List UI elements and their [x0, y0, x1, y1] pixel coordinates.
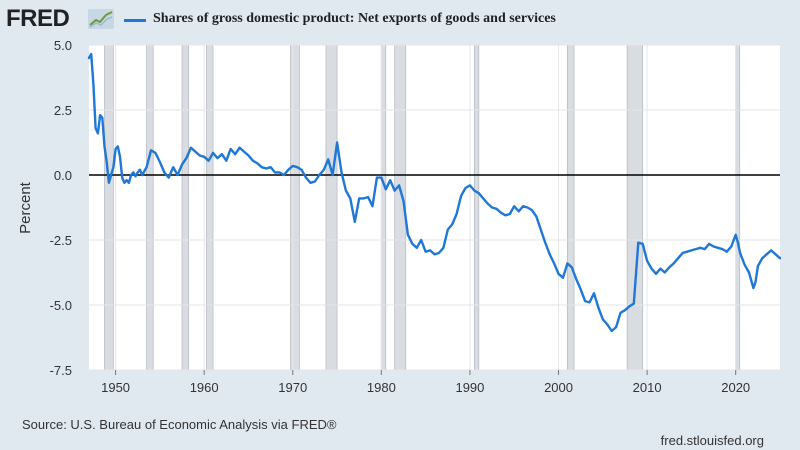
source-note: Source: U.S. Bureau of Economic Analysis… [22, 417, 337, 432]
y-tick-label: -7.5 [50, 363, 72, 378]
recession-band [626, 44, 644, 371]
recession-band [325, 44, 338, 371]
x-tick-label: 2010 [633, 380, 662, 395]
y-tick-label: -2.5 [50, 233, 72, 248]
recession-band [473, 44, 480, 371]
series-line[interactable] [87, 52, 782, 333]
recession-band [380, 44, 387, 371]
x-tick-label: 1950 [101, 380, 130, 395]
y-axis-label: Percent [17, 181, 34, 234]
chart-header: FRED Shares of gross domestic product: N… [0, 0, 800, 40]
trend-line-icon [88, 9, 114, 29]
legend-swatch [124, 19, 146, 22]
line-chart[interactable]: 5.02.50.0-2.5-5.0-7.5 1950 1960 1970 1980 19… [0, 0, 800, 410]
plot-area [89, 45, 780, 370]
fred-logo[interactable]: FRED [6, 5, 70, 32]
x-tick-label: 2000 [544, 380, 573, 395]
legend-label[interactable]: Shares of gross domestic product: Net ex… [153, 11, 556, 26]
series-layer [87, 52, 782, 333]
recession-band [290, 44, 300, 371]
recession-band [104, 44, 114, 371]
site-url[interactable]: fred.stlouisfed.org [660, 433, 764, 448]
x-tick-label: 2020 [721, 380, 750, 395]
y-tick-label: 0.0 [54, 168, 72, 183]
recession-band [566, 44, 575, 371]
recession-band [735, 44, 741, 371]
x-tick-label: 1990 [455, 380, 484, 395]
y-tick-label: 2.5 [54, 103, 72, 118]
y-tick-label: -5.0 [50, 298, 72, 313]
x-tick-label: 1980 [367, 380, 396, 395]
recession-band [181, 44, 190, 371]
recession-band [205, 44, 214, 371]
y-tick-label: 5.0 [54, 38, 72, 53]
recession-band [146, 44, 154, 371]
x-axis-ticks: 1950 1960 1970 1980 1990 2000 2010 2020 [101, 370, 750, 395]
x-tick-label: 1970 [278, 380, 307, 395]
recession-bands [104, 44, 741, 371]
y-axis-ticks: 5.0 2.5 0.0 -2.5 -5.0 -7.5 [50, 38, 72, 378]
x-tick-label: 1960 [190, 380, 219, 395]
